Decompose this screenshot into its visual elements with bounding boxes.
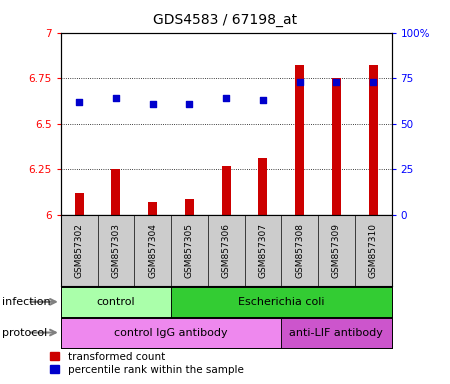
Point (333, 79, 340, 85)
Legend: transformed count, percentile rank within the sample: transformed count, percentile rank withi… (46, 348, 248, 379)
Text: Escherichia coli: Escherichia coli (238, 297, 324, 307)
Text: control IgG antibody: control IgG antibody (114, 328, 228, 338)
Bar (148, 202, 157, 215)
Text: GSM857309: GSM857309 (332, 223, 341, 278)
Text: anti-LIF antibody: anti-LIF antibody (289, 328, 383, 338)
Bar (61, 318, 281, 348)
Bar (61, 287, 171, 317)
Bar (171, 287, 392, 317)
Point (76, 99, 83, 105)
Text: GSM857310: GSM857310 (369, 223, 378, 278)
Bar (369, 65, 378, 215)
Point (259, 97, 266, 103)
Bar (258, 159, 267, 215)
Text: GSM857303: GSM857303 (112, 223, 121, 278)
Point (222, 95, 230, 101)
Text: GSM857307: GSM857307 (258, 223, 267, 278)
Bar (75, 193, 84, 215)
Point (149, 101, 156, 107)
Text: infection: infection (2, 297, 51, 307)
Text: GDS4583 / 67198_at: GDS4583 / 67198_at (153, 13, 297, 27)
Bar (111, 169, 121, 215)
Text: GSM857305: GSM857305 (185, 223, 194, 278)
Text: protocol: protocol (2, 328, 48, 338)
Bar (295, 65, 304, 215)
Text: control: control (97, 297, 135, 307)
Point (186, 101, 193, 107)
Text: GSM857304: GSM857304 (148, 223, 157, 278)
Point (112, 95, 120, 101)
Text: GSM857306: GSM857306 (221, 223, 230, 278)
Text: GSM857308: GSM857308 (295, 223, 304, 278)
Bar (185, 199, 194, 215)
Bar (281, 318, 392, 348)
Point (296, 79, 303, 85)
Bar (332, 78, 341, 215)
Text: GSM857302: GSM857302 (75, 223, 84, 278)
Point (369, 79, 377, 85)
Bar (221, 166, 231, 215)
